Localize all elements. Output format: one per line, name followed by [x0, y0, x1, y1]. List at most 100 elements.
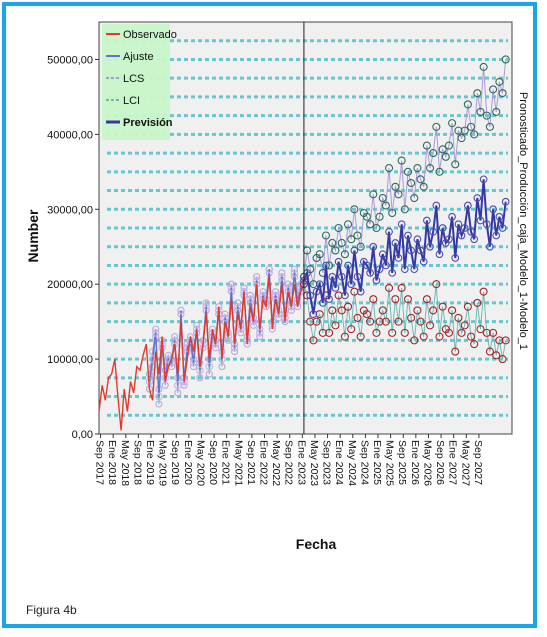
series-lcs-point	[284, 280, 292, 288]
series-lci-point	[410, 336, 419, 345]
series-previsión-point	[318, 299, 327, 307]
series-lcs-point	[227, 280, 235, 288]
series-ajuste-point	[177, 306, 185, 315]
x-tick-label: Sep 2021	[245, 440, 257, 485]
series-previsión-point	[501, 197, 510, 206]
series-lci-point	[473, 298, 482, 307]
series-previsión-line	[302, 179, 507, 315]
series-lci-point	[432, 280, 441, 289]
series-lci-point	[394, 317, 403, 326]
series-ajuste-point	[196, 366, 204, 375]
series-lci-point	[384, 283, 394, 292]
series-lcs-point	[444, 141, 453, 150]
series-previsión-point	[347, 280, 356, 289]
series-previsión-point	[464, 201, 472, 210]
series-lcs-point	[384, 164, 394, 173]
series-lci-point	[256, 333, 264, 341]
series-previsión-point	[372, 276, 381, 285]
series-lcs-point	[152, 325, 160, 333]
series-previsión-point	[489, 205, 497, 214]
series-previsión-point	[410, 265, 419, 274]
series-lcs-point	[419, 182, 428, 191]
series-lcs-point	[259, 288, 267, 296]
series-lci-point	[306, 317, 315, 326]
chart-title: Pronosticado_Producción_caja_Modelo_1-Mo…	[517, 92, 529, 350]
series-previsión-point	[341, 291, 349, 300]
series-lci-point	[425, 321, 435, 330]
series-lcs-point	[321, 231, 331, 240]
x-tick-label: Sep 2024	[358, 440, 370, 485]
series-lci-point	[366, 317, 375, 326]
series-lcs-point	[315, 250, 324, 259]
series-lcs-point	[347, 235, 356, 244]
series-lci-point	[362, 310, 372, 319]
series-lcs-point	[381, 201, 390, 210]
series-previsión-point	[435, 250, 444, 259]
series-lcs-point	[171, 333, 179, 341]
series-lci-point	[407, 313, 416, 322]
axes: 0,00 10000,00 20000,00 30000,00 40000,00 5000…	[47, 22, 484, 486]
series-lci-point	[237, 329, 245, 337]
series-lci-point	[444, 328, 453, 337]
series-previsión-point	[378, 250, 387, 259]
legend-label: Observado	[123, 29, 177, 41]
x-tick-label: May 2026	[421, 440, 433, 486]
series-lci-point	[205, 370, 213, 378]
series-lci-point	[224, 336, 232, 344]
series-lcs-point	[432, 122, 441, 131]
series-lci-point	[337, 306, 346, 315]
series-ajuste-point	[227, 284, 236, 292]
series-previsión-point	[331, 284, 340, 292]
series-lcs-point	[460, 126, 469, 135]
series-lci-point	[460, 321, 469, 330]
series-lcs-point	[479, 62, 488, 71]
x-tick-label: May 2024	[346, 440, 358, 486]
series-previsión-point	[445, 235, 453, 244]
series-lci-point	[470, 340, 479, 349]
series-ajuste-point	[174, 381, 182, 390]
x-tick-label: Ene 2026	[409, 440, 421, 485]
series-lci-point	[174, 389, 182, 397]
series-lci-point	[340, 332, 349, 341]
series-lci-point	[287, 306, 295, 314]
series-lci-point	[495, 336, 504, 345]
series-lci-point	[435, 332, 444, 341]
x-tick-label: Ene 2021	[220, 440, 232, 485]
x-tick-label: Ene 2027	[447, 440, 459, 485]
series-lcs-point	[234, 299, 242, 307]
y-tick-label: 20000,00	[47, 279, 93, 291]
series-previsión-point	[479, 175, 488, 184]
series-lcs-point	[489, 85, 498, 94]
series-previsión-point	[315, 280, 324, 289]
series-lci-point	[403, 295, 413, 304]
x-tick-label: Ene 2020	[182, 440, 194, 485]
series-lci-point	[381, 317, 390, 326]
series-lci-point	[353, 313, 362, 322]
x-tick-label: Ene 2018	[106, 440, 118, 485]
x-tick-label: Ene 2025	[371, 440, 383, 485]
series-previsión-point	[334, 257, 343, 266]
series-lci-point	[416, 317, 425, 326]
series-previsión-point	[495, 212, 504, 221]
series-ajuste-point	[205, 362, 214, 371]
series-lcs-point	[221, 310, 229, 318]
series-previsión-point	[337, 272, 346, 281]
series-ajuste-point	[183, 344, 192, 352]
series-lcs-point	[448, 119, 457, 128]
series-previsión-point	[325, 295, 333, 304]
series-previsión-point	[473, 194, 482, 202]
series-previsión-point	[460, 224, 469, 232]
series-lcs-point	[253, 273, 261, 281]
series-previsión-point	[476, 216, 485, 225]
series-lci-point	[161, 381, 169, 389]
series-lcs-point	[473, 89, 482, 98]
series-lcs-point	[463, 100, 472, 109]
series-previsión-point	[426, 242, 434, 251]
series-ajuste-point	[233, 302, 242, 311]
series-lcs-point	[193, 321, 201, 329]
series-previsión-point	[423, 216, 431, 225]
series-lcs-point	[328, 238, 337, 248]
series-previsión-point	[482, 220, 491, 229]
series-previsión-point	[394, 254, 403, 262]
series-lcs-point	[372, 223, 381, 233]
